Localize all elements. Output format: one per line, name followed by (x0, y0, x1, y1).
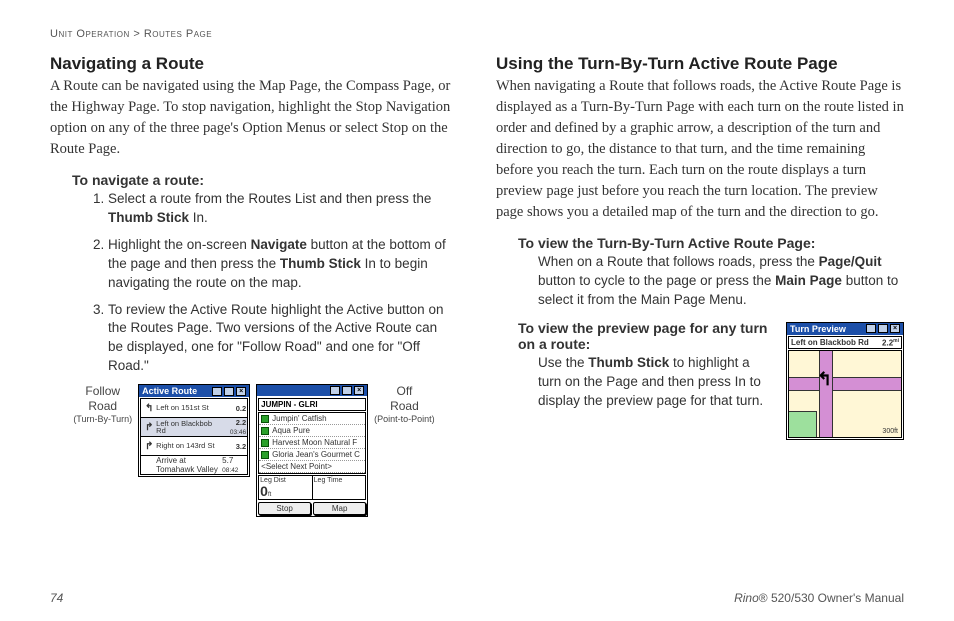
breadcrumb: Unit Operation > Routes Page (50, 28, 904, 40)
devA-titlebar: Active Route × (139, 385, 249, 397)
turn-text: Left on Blackbob Rd (156, 420, 212, 435)
arrive-dist: 5.7 (222, 456, 233, 465)
arrive-row: Arrive at Tomahawk Valley 5.7 08:42 (140, 455, 248, 475)
left-intro: A Route can be navigated using the Map P… (50, 76, 458, 160)
map-scale: 300ft (882, 428, 898, 435)
signal-icon (224, 387, 234, 396)
right-sub1-body: When on a Route that follows roads, pres… (538, 253, 904, 310)
preview-line: Left on Blackbob Rd 2.2mi (788, 336, 902, 350)
breadcrumb-sep: > (133, 28, 140, 40)
step-1: Select a route from the Routes List and … (108, 190, 458, 228)
arrive-time: 08:42 (222, 467, 238, 474)
road-vertical (819, 351, 833, 437)
devC-titlebar: Turn Preview × (787, 323, 903, 335)
device-off-road: × JUMPIN - GLRI Jumpin' Catfish Aqua Pur… (256, 384, 368, 517)
devC-icons: × (866, 324, 900, 333)
close-icon: × (890, 324, 900, 333)
close-icon: × (236, 387, 246, 396)
right-sub1: To view the Turn-By-Turn Active Route Pa… (518, 235, 904, 251)
leg-time: Leg Time (313, 476, 366, 499)
waypoint-icon (261, 427, 269, 435)
waypoint-icon (261, 439, 269, 447)
turn-row: ↰ Left on 151st St 0.2 (140, 398, 248, 418)
waypoint-icon (261, 451, 269, 459)
arrive-text: Arrive at Tomahawk Valley (156, 456, 218, 474)
breadcrumb-section: Unit Operation (50, 28, 130, 40)
left-subhead: To navigate a route: (72, 172, 458, 188)
leg-dist: Leg Dist 0ft (259, 476, 313, 499)
preview-dist: 2.2 (882, 338, 893, 347)
right-intro: When navigating a Route that follows roa… (496, 76, 904, 223)
turn-dist: 0.2 (222, 404, 246, 413)
signal-icon (342, 386, 352, 395)
battery-icon (866, 324, 876, 333)
steps-list: Select a route from the Routes List and … (108, 190, 458, 376)
device-active-route: Active Route × ↰ Left on 151st St 0.2 ↱ … (138, 384, 250, 477)
list-item: Aqua Pure (259, 425, 365, 437)
step-2: Highlight the on-screen Navigate button … (108, 236, 458, 293)
page-footer: 74 Rino® 520/530 Owner's Manual (50, 591, 904, 605)
device-turn-preview: Turn Preview × Left on Blackbob Rd 2.2mi… (786, 322, 904, 441)
turn-arrow-icon: ↰ (142, 403, 156, 414)
list-item: <Select Next Point> (259, 461, 365, 473)
manual-title: Rino® 520/530 Owner's Manual (734, 591, 904, 605)
devB-icons: × (330, 386, 364, 395)
turn-time: 03:46 (230, 429, 246, 436)
road-horizontal (789, 377, 901, 391)
stats-row: Leg Dist 0ft Leg Time (258, 475, 366, 500)
battery-icon (330, 386, 340, 395)
figures-row: Follow Road (Turn-By-Turn) Active Route … (50, 384, 458, 517)
turn-text: Left on 151st St (156, 404, 222, 412)
waypoint-icon (261, 415, 269, 423)
step-3: To review the Active Route highlight the… (108, 301, 458, 377)
preview-map: ↰ 300ft (788, 350, 902, 438)
turn-row: ↱ Right on 143rd St 3.2 (140, 436, 248, 456)
turn-row: ↱ Left on Blackbob Rd 2.2 03:46 (140, 417, 248, 437)
list-item: Jumpin' Catfish (259, 413, 365, 425)
map-button[interactable]: Map (313, 502, 366, 515)
route-name-banner: JUMPIN - GLRI (258, 398, 366, 411)
figB-label: Off Road (Point-to-Point) (374, 384, 435, 425)
left-column: Navigating a Route A Route can be naviga… (50, 54, 458, 517)
signal-icon (878, 324, 888, 333)
devB-titlebar: × (257, 385, 367, 396)
page-number: 74 (50, 591, 63, 605)
right-sub2-body: Use the Thumb Stick to highlight a turn … (538, 354, 774, 411)
figA-label: Follow Road (Turn-By-Turn) (73, 384, 132, 425)
point-list: Jumpin' Catfish Aqua Pure Harvest Moon N… (258, 412, 366, 474)
turn-arrow-icon: ↱ (142, 441, 156, 452)
right-heading: Using the Turn-By-Turn Active Route Page (496, 54, 904, 74)
right-column: Using the Turn-By-Turn Active Route Page… (496, 54, 904, 517)
devA-title: Active Route (142, 386, 197, 396)
preview-text: Left on Blackbob Rd (791, 338, 869, 348)
battery-icon (212, 387, 222, 396)
list-item: Gloria Jean's Gourmet C (259, 449, 365, 461)
devC-title: Turn Preview (790, 324, 846, 334)
turn-text: Right on 143rd St (156, 442, 222, 450)
park-area (789, 411, 817, 437)
direction-arrow-icon: ↰ (817, 369, 832, 390)
devA-icons: × (212, 387, 246, 396)
turn-dist: 3.2 (222, 442, 246, 451)
turn-dist: 2.2 (236, 418, 246, 427)
stop-button[interactable]: Stop (258, 502, 311, 515)
breadcrumb-page: Routes Page (144, 28, 212, 40)
turn-arrow-icon: ↱ (142, 422, 156, 433)
left-heading: Navigating a Route (50, 54, 458, 74)
close-icon: × (354, 386, 364, 395)
list-item: Harvest Moon Natural F (259, 437, 365, 449)
